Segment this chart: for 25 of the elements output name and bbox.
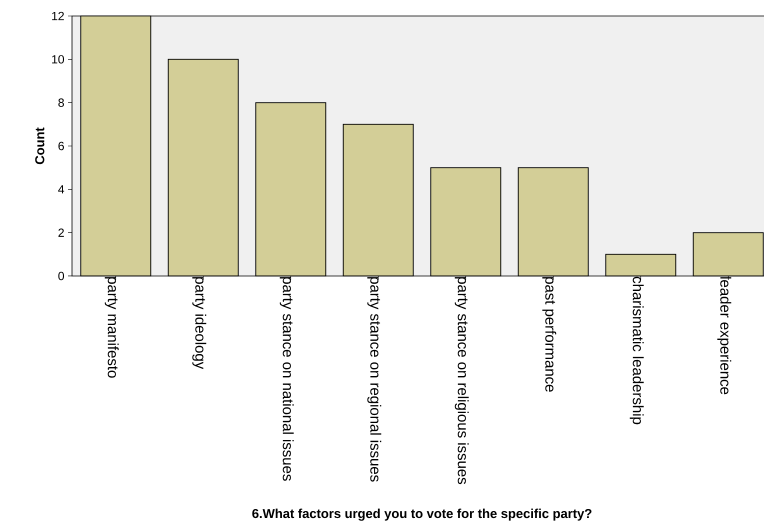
y-tick-label: 4 [58, 185, 64, 194]
y-tick-label: 2 [58, 228, 64, 237]
bar [430, 168, 501, 276]
y-tick-label: 10 [52, 55, 64, 64]
bar [518, 168, 588, 276]
bar [692, 232, 764, 276]
bar [80, 16, 151, 276]
x-tick-label: past performance [542, 277, 556, 392]
x-tick-label: charismatic leadership [630, 276, 644, 424]
bar [606, 254, 676, 276]
bar [256, 102, 326, 276]
y-tick-label: 6 [58, 142, 64, 150]
y-axis-title: Count [35, 127, 44, 164]
x-tick-label: party stance on regional issues [367, 277, 382, 482]
y-tick-label: 8 [58, 98, 64, 107]
bar [343, 124, 414, 276]
bar [168, 59, 238, 276]
y-tick-label: 0 [58, 272, 64, 280]
x-tick-label: party stance on religious issues [454, 277, 469, 484]
x-tick-label: party stance on national issues [280, 277, 294, 481]
x-tick-label: party manifesto [104, 277, 119, 378]
x-tick-label: leader experience [717, 277, 732, 394]
x-axis-title: 6.What factors urged you to vote for the specific party? [252, 508, 592, 521]
y-tick-label: 12 [52, 12, 64, 20]
x-tick-label: party ideology [192, 277, 206, 370]
